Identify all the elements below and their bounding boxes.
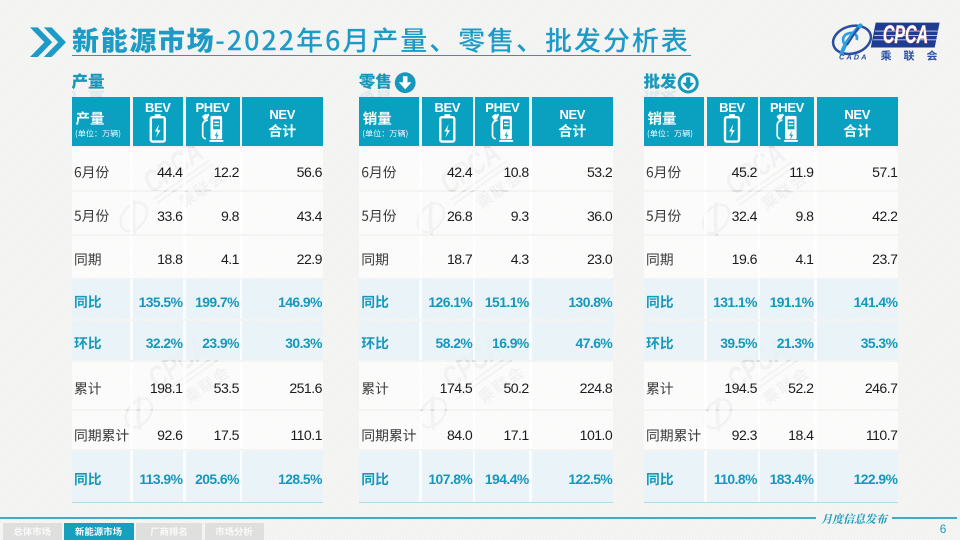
- svg-text:CPCA: CPCA: [883, 22, 928, 49]
